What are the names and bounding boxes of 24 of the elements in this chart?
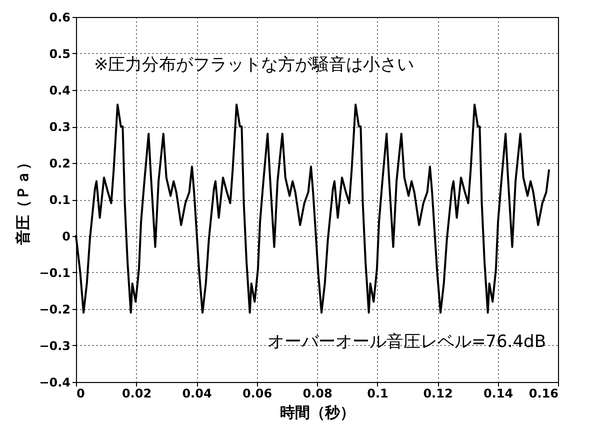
y-tick-label: −0.3	[39, 339, 70, 353]
y-tick-label: 0.5	[49, 47, 70, 61]
x-tick-label: 0.14	[483, 386, 514, 400]
annotation: ※圧力分布がフラットな方が騒音は小さい	[94, 55, 414, 75]
y-tick-label: 0.4	[49, 84, 70, 98]
annotation: オーバーオール音圧レベル=76.4dB	[267, 332, 546, 352]
y-tick-label: 0.3	[49, 120, 70, 134]
y-axis-title: 音圧（Ｐａ）	[14, 155, 32, 246]
y-tick-label: 0.6	[49, 10, 70, 24]
x-tick-label: 0.16	[528, 386, 558, 400]
x-tick-label: 0	[76, 386, 85, 400]
x-tick-label: 0.06	[242, 386, 272, 400]
x-axis-title: 時間（秒）	[280, 404, 355, 422]
x-tick-label: 0.08	[302, 386, 332, 400]
x-tick-label: 0.04	[182, 386, 212, 400]
y-tick-label: −0.4	[39, 376, 70, 390]
y-tick-label: 0.2	[49, 156, 70, 170]
y-tick-label: −0.2	[39, 302, 70, 316]
y-tick-label: 0	[62, 230, 70, 244]
x-tick-label: 0.12	[423, 386, 453, 400]
x-tick-label: 0.1	[367, 386, 388, 400]
x-tick-label: 0.02	[122, 386, 152, 400]
y-tick-label: 0.1	[49, 193, 70, 207]
y-tick-label: −0.1	[39, 266, 70, 280]
